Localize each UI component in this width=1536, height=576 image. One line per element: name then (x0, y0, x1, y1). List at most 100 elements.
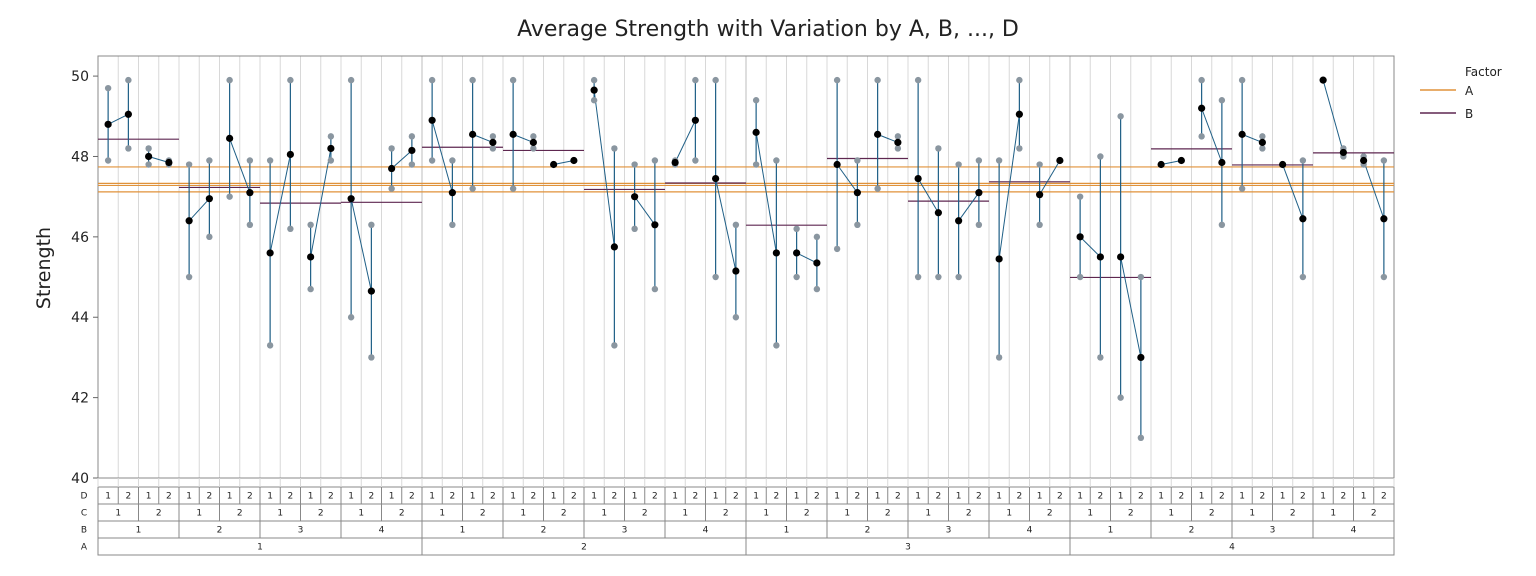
mean-point (1258, 138, 1266, 147)
factor-level-label: 3 (298, 526, 304, 536)
mean-connect-line (350, 198, 372, 292)
max-point (752, 97, 760, 104)
mean-connect-line (107, 113, 129, 125)
mean-point (1319, 76, 1327, 84)
min-point (408, 161, 416, 168)
factor-level-label: 1 (439, 509, 445, 519)
factor-row-name: C (81, 509, 87, 519)
factor-level-label: 1 (186, 492, 192, 502)
factor-level-label: 3 (1270, 526, 1276, 536)
min-point (975, 221, 983, 228)
mean-point (1339, 148, 1347, 157)
factor-level-label: 2 (166, 492, 172, 502)
factor-level-label: 1 (1168, 509, 1174, 519)
factor-level-label: 1 (1037, 492, 1043, 502)
mean-point (1117, 253, 1125, 261)
mean-point (205, 195, 213, 203)
factor-level-label: 2 (531, 492, 537, 502)
factor-level-label: 2 (541, 526, 547, 536)
mean-point (266, 249, 274, 257)
min-point (1198, 133, 1205, 140)
mean-point (1036, 191, 1044, 199)
max-point (266, 157, 274, 164)
mean-point (367, 287, 375, 295)
max-point (1198, 76, 1205, 84)
min-point (955, 273, 962, 281)
mean-connect-line (229, 138, 251, 193)
mean-point (529, 138, 537, 147)
mean-point (813, 259, 821, 267)
factor-level-label: 1 (358, 509, 364, 519)
mean-point (570, 156, 578, 165)
factor-level-label: 1 (632, 492, 638, 502)
factor-level-label: 1 (551, 492, 557, 502)
min-point (1076, 273, 1084, 281)
max-point (955, 161, 962, 168)
min-point (914, 273, 922, 281)
min-point (388, 185, 395, 192)
max-point (145, 145, 152, 152)
y-tick-label: 50 (71, 69, 89, 85)
legend-label-b: B (1465, 107, 1473, 121)
max-point (287, 76, 294, 84)
factor-level-label: 1 (672, 492, 678, 502)
factor-level-label: 2 (1189, 526, 1195, 536)
factor-level-label: 2 (561, 509, 567, 519)
mean-point (995, 255, 1003, 263)
min-point (104, 157, 112, 164)
mean-point (327, 144, 335, 153)
max-point (833, 76, 841, 84)
min-point (327, 157, 335, 164)
factor-level-label: 2 (480, 509, 486, 519)
factor-level-label: 1 (470, 492, 476, 502)
min-point (1117, 394, 1124, 401)
mean-point (1380, 215, 1388, 223)
mean-point (793, 249, 801, 257)
min-point (854, 221, 861, 228)
min-point (995, 354, 1003, 361)
mean-connect-line (634, 196, 656, 226)
mean-connect-line (431, 120, 453, 193)
mean-point (691, 116, 699, 124)
factor-level-label: 1 (115, 509, 121, 519)
max-point (1076, 193, 1084, 200)
factor-level-label: 4 (1027, 526, 1033, 536)
y-axis-label: Strength (33, 227, 55, 309)
max-point (1299, 157, 1307, 164)
factor-level-label: 2 (328, 492, 334, 502)
factor-level-label: 2 (652, 492, 658, 502)
mean-point (712, 174, 720, 183)
mean-point (752, 128, 760, 136)
factor-level-label: 4 (1229, 543, 1235, 553)
min-point (530, 145, 537, 152)
factor-level-label: 2 (237, 509, 243, 519)
min-point (1137, 434, 1145, 442)
mean-point (469, 130, 477, 138)
mean-point (651, 221, 659, 229)
max-point (975, 157, 983, 164)
factor-level-label: 2 (693, 492, 699, 502)
factor-level-label: 1 (601, 509, 607, 519)
mean-point (408, 146, 416, 155)
y-tick-label: 48 (71, 149, 89, 165)
cell-series (104, 76, 1388, 442)
max-point (773, 157, 780, 164)
factor-level-label: 1 (348, 492, 354, 502)
max-point (530, 133, 537, 140)
factor-level-label: 1 (1077, 492, 1083, 502)
mean-point (955, 217, 963, 225)
mean-point (1177, 156, 1185, 165)
max-point (935, 145, 942, 152)
max-point (1117, 113, 1124, 120)
factor-level-label: 2 (612, 492, 618, 502)
max-point (854, 157, 861, 164)
min-point (509, 185, 517, 192)
mean-connect-line (512, 133, 534, 143)
factor-level-label: 1 (277, 509, 283, 519)
factor-level-label: 2 (318, 509, 324, 519)
min-point (732, 314, 740, 321)
factor-level-label: 2 (490, 492, 496, 502)
min-point (874, 185, 881, 192)
mean-point (489, 138, 497, 147)
